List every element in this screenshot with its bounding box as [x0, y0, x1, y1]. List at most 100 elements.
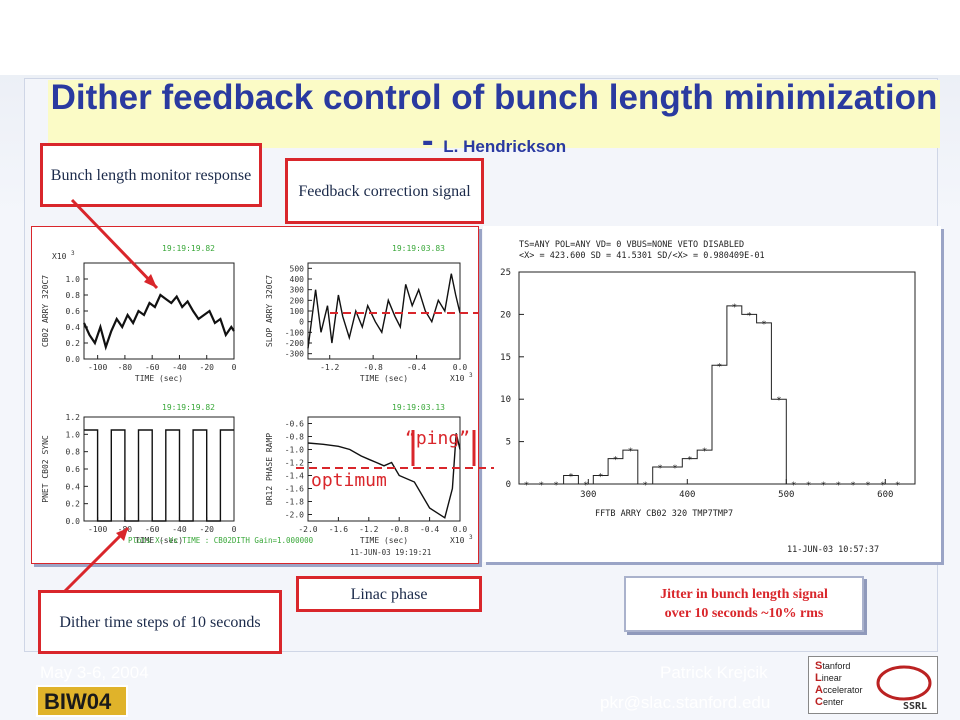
histogram-bin-marker: *	[717, 362, 722, 372]
subplot-xtick-label: 0	[232, 525, 237, 534]
histogram-xtick-label: 300	[580, 490, 596, 500]
slac-logo: Stanford Linear Accelerator Center SSRL	[808, 656, 938, 714]
histogram-bin-marker: *	[821, 481, 826, 491]
subplot-xlabel: TIME (sec)	[135, 536, 183, 545]
histogram-bin-marker: *	[598, 473, 603, 483]
subplot-xtick-label: -0.4	[420, 525, 439, 534]
histogram-bin-marker: *	[613, 456, 618, 466]
subplot-ytick-label: 0.4	[66, 482, 81, 491]
subplot-ytick-label: 100	[290, 307, 305, 316]
histogram-bin-marker: *	[880, 481, 885, 491]
slac-line-0: tanford	[822, 661, 851, 671]
histogram-header-line1: TS=ANY POL=ANY VD= 0 VBUS=NONE VETO DISA…	[519, 240, 744, 250]
histogram-bin-marker: *	[850, 481, 855, 491]
histogram-bin-marker: *	[657, 464, 662, 474]
histogram-ytick-label: 0	[506, 480, 511, 490]
histogram-frame	[518, 271, 916, 485]
subplot-xtick-label: -1.2	[320, 363, 339, 372]
subplot-xtick-label: 0.0	[453, 525, 468, 534]
histogram-bin-marker: *	[672, 464, 677, 474]
subplot-xtick-label: -0.8	[364, 363, 383, 372]
subplot-ytick-label: 400	[290, 275, 305, 284]
subplot-ytick-label: 0.8	[66, 291, 81, 300]
subplot-ytick-label: -200	[285, 339, 304, 348]
slac-logo-text: Stanford Linear Accelerator Center	[815, 660, 863, 708]
subplot-ylabel: SLOP ARRY 320C7	[265, 275, 274, 347]
subplot-series-line	[84, 429, 234, 522]
histogram-bin-marker: *	[553, 481, 558, 491]
subplot-frame	[307, 262, 461, 360]
subplot-xtick-label: -2.0	[298, 525, 317, 534]
subplot-xlabel: TIME (sec)	[360, 536, 408, 545]
subplot-timestamp: 19:19:19.82	[162, 403, 215, 412]
subplot-ytick-label: 0	[299, 318, 304, 327]
histogram-header-line2: <X> = 423.600 SD = 41.5301 SD/<X> = 0.98…	[519, 251, 765, 261]
subplot-scale-exp: 3	[469, 534, 473, 541]
biw-logo: BIW04	[36, 685, 128, 717]
subplot-xtick-label: -0.4	[407, 363, 426, 372]
subplot-1: 19:19:19.82 CB02 ARRY 320C7 X10 3 0.0 0.2 0.4 0…	[41, 244, 237, 383]
subplot-xtick-label: -40	[172, 525, 187, 534]
histogram-bin-marker: *	[628, 447, 633, 457]
subplot-xtick-label: -0.8	[390, 525, 409, 534]
histogram-bin-marker: *	[702, 447, 707, 457]
subplot-xtick-label: -60	[145, 363, 160, 372]
title-band	[48, 80, 940, 148]
histogram-ytick-label: 15	[500, 353, 511, 363]
subplot-ytick-label: 0.6	[66, 465, 81, 474]
subplot-ytick-label: 1.0	[66, 275, 81, 284]
plot-panel: 19:19:19.82 CB02 ARRY 320C7 X10 3 0.0 0.2 0.4 0…	[31, 226, 479, 564]
subplot-ytick-label: -0.6	[285, 420, 304, 429]
subplot-ytick-label: -1.2	[285, 459, 304, 468]
callout-feedback-correction-text: Feedback correction signal	[298, 182, 471, 200]
subplot-timestamp: 19:19:19.82	[162, 244, 215, 253]
histogram-bin-marker: *	[806, 481, 811, 491]
histogram-bin-marker: *	[836, 481, 841, 491]
histogram-xtick-label: 500	[778, 490, 794, 500]
subplot-xlabel: TIME (sec)	[360, 374, 408, 383]
subplot-ytick-label: -1.6	[285, 485, 304, 494]
subplot-ylabel: DR12 PHASE RAMP	[265, 433, 274, 505]
callout-jitter-line1: Jitter in bunch length signal	[660, 587, 828, 602]
subplot-ylabel: CB02 ARRY 320C7	[41, 275, 50, 347]
callout-linac-phase: Linac phase	[296, 576, 482, 612]
histogram-bin-marker: *	[583, 481, 588, 491]
subplot-ytick-label: 0.0	[66, 517, 81, 526]
biw-logo-text: BIW04	[44, 689, 112, 714]
subplot-timestamp: 19:19:03.83	[392, 244, 445, 253]
slac-logo-mark: SSRL	[876, 665, 932, 712]
histogram-bin-marker: *	[776, 396, 781, 406]
title-author: L. Hendrickson	[443, 137, 567, 156]
subplot-ytick-label: -300	[285, 350, 304, 359]
subplot-xtick-label: 0.0	[453, 363, 468, 372]
histogram-outline	[519, 305, 906, 485]
subplot-scale-label: X10	[450, 536, 465, 545]
subplot-2: 19:19:03.83 SLOP ARRY 320C7 X10 3 -300 -200 -1…	[265, 244, 473, 383]
histogram-bin-marker: *	[524, 481, 529, 491]
subplot-scale-label: X10	[52, 252, 67, 261]
histogram-ytick-label: 20	[500, 310, 511, 320]
subplot-xtick-label: -60	[145, 525, 160, 534]
ring-icon	[876, 665, 932, 701]
subplot-caption: 11-JUN-03 19:19:21	[350, 548, 431, 557]
subplot-ytick-label: 0.2	[66, 500, 81, 509]
histogram-bin-marker: *	[732, 303, 737, 313]
histogram-svg: TS=ANY POL=ANY VD= 0 VBUS=NONE VETO DISA…	[500, 240, 916, 555]
subplot-xtick-label: -80	[118, 525, 133, 534]
histogram-bin-marker: *	[895, 481, 900, 491]
subplot-xtick-label: -1.2	[359, 525, 378, 534]
histogram-bin-marker: *	[568, 473, 573, 483]
callout-jitter: Jitter in bunch length signal over 10 se…	[624, 576, 864, 632]
callout-dither-steps-text: Dither time steps of 10 seconds	[59, 613, 261, 631]
slac-line-2: ccelerator	[822, 685, 863, 695]
subplot-series-line	[83, 293, 235, 351]
subplot-ytick-label: 0.8	[66, 448, 81, 457]
subplot-ytick-label: 1.0	[66, 430, 81, 439]
subplot-xtick-label: -100	[88, 363, 107, 372]
footer-email: pkr@slac.stanford.edu	[600, 693, 771, 712]
subplot-timestamp: 19:19:03.13	[392, 403, 445, 412]
subplot-frame	[83, 416, 235, 522]
callout-bunch-length-text: Bunch length monitor response	[50, 166, 252, 184]
subplot-ytick-label: -2.0	[285, 511, 304, 520]
